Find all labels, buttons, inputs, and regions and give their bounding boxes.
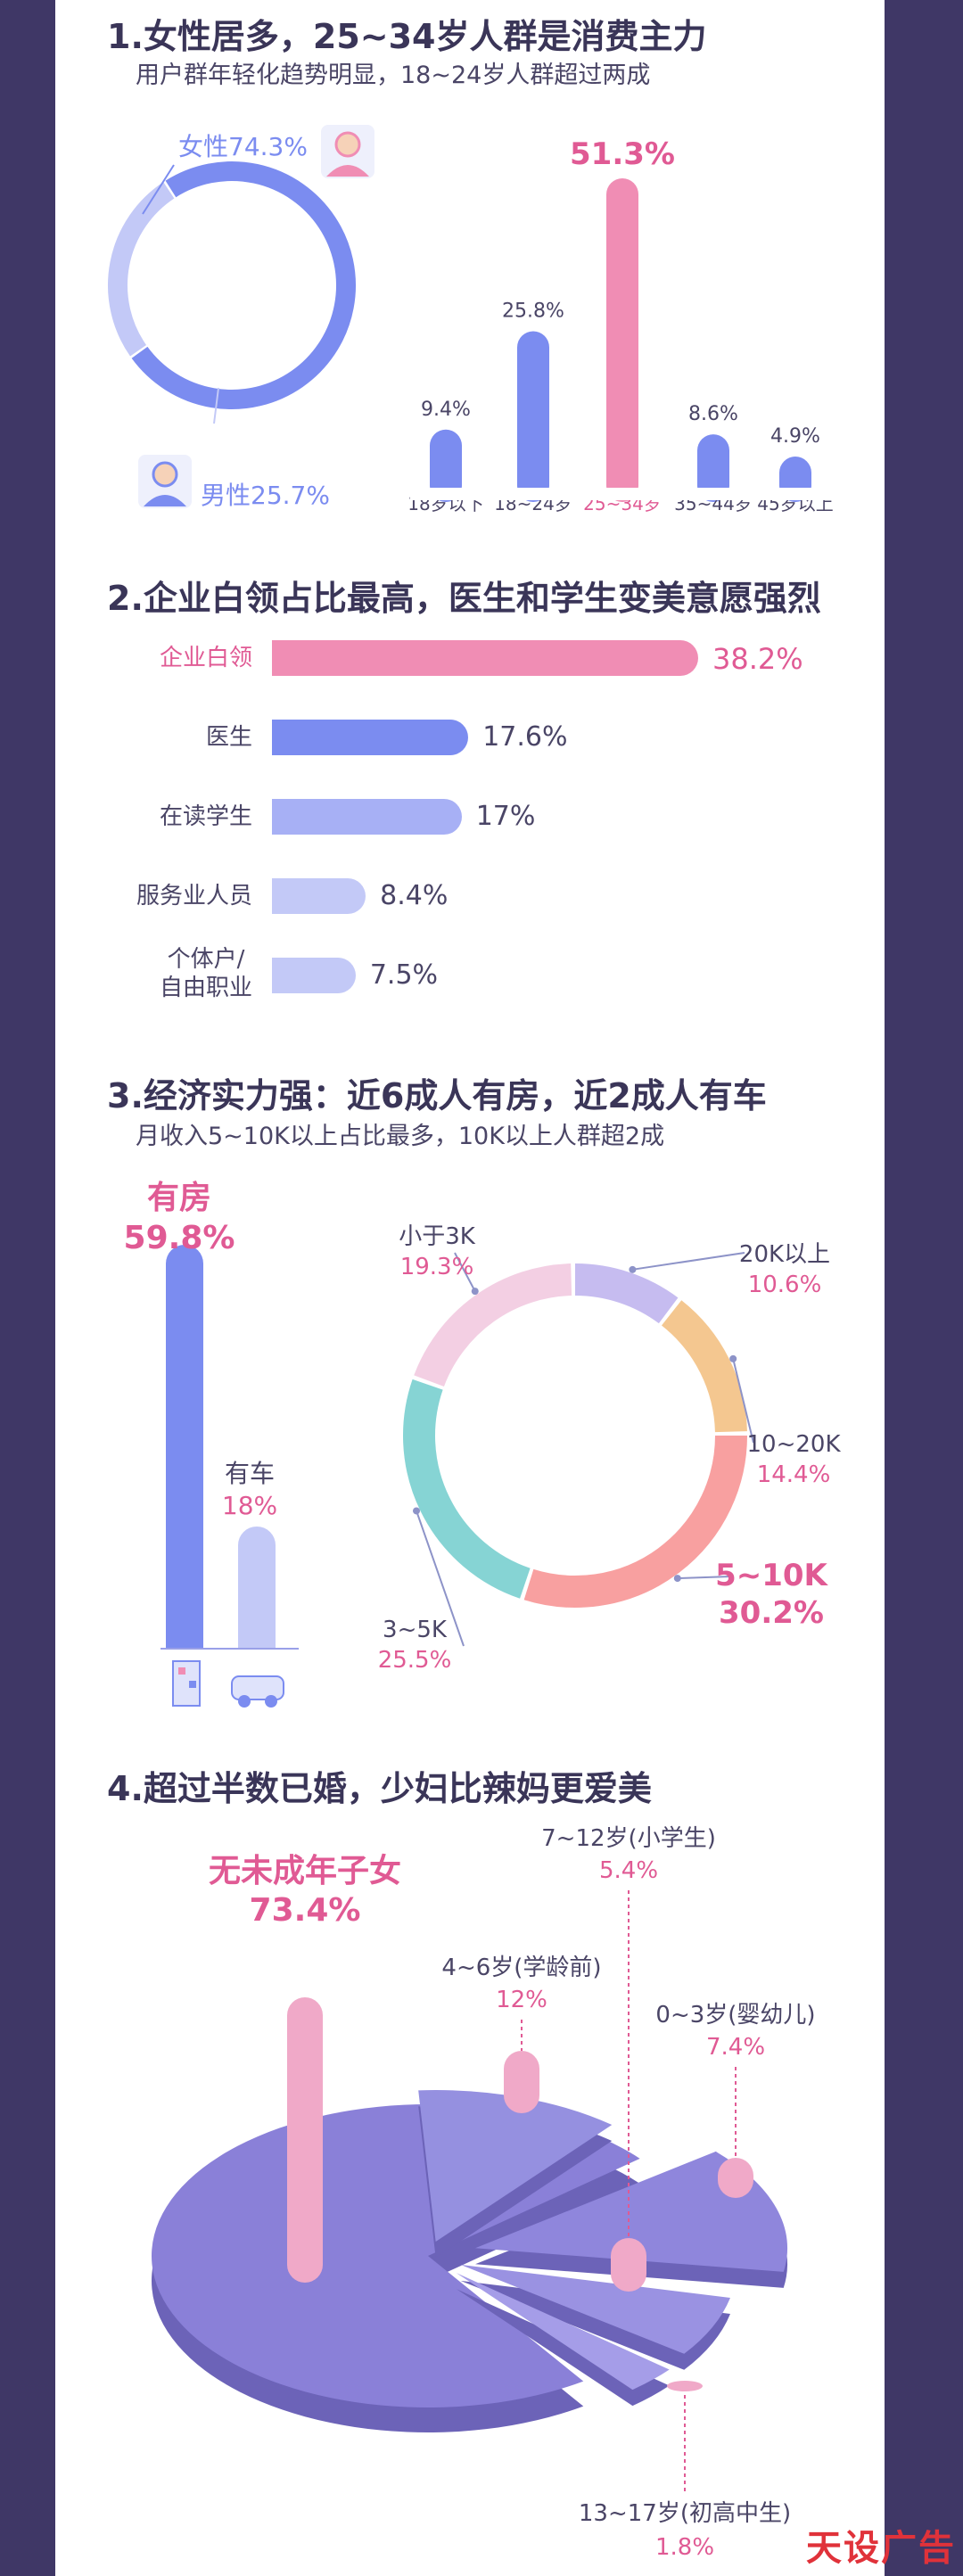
- assets-category-0: 有房: [147, 1180, 211, 1216]
- section-1-title: 1.女性居多，25~34岁人群是消费主力: [107, 17, 707, 56]
- assets-value-0: 59.8%: [124, 1220, 235, 1256]
- children-label-4: 13~17岁(初高中生): [579, 2500, 791, 2527]
- children-value-2: 12%: [496, 1987, 547, 2013]
- children-marker-1: [611, 2238, 646, 2292]
- income-label-0: 20K以上: [739, 1241, 830, 1268]
- occupation-bar-1: [272, 720, 469, 755]
- assets-category-1: 有车: [225, 1459, 275, 1488]
- children-label-0: 无未成年子女: [209, 1853, 401, 1889]
- occupation-category-4: 个体户/ 自由职业: [159, 946, 252, 1001]
- income-value-0: 10.6%: [748, 1272, 822, 1298]
- age-value-2: 51.3%: [570, 136, 675, 172]
- children-marker-4: [667, 2381, 703, 2391]
- age-value-4: 4.9%: [770, 425, 820, 448]
- children-slice-1: [460, 2264, 730, 2354]
- children-value-0: 73.4%: [250, 1892, 361, 1929]
- section-3-title: 3.经济实力强：近6成人有房，近2成人有车: [107, 1076, 767, 1115]
- section-3-subtitle: 月收入5~10K以上占比最多，10K以上人群超2成: [136, 1123, 665, 1150]
- assets-bar-chart: 有房 59.8% 有车 18%: [124, 1180, 299, 1708]
- section-2-title: 2.企业白领占比最高，医生和学生变美意愿强烈: [107, 579, 821, 618]
- income-slice-1: [661, 1300, 747, 1433]
- gender-label-female: 女性74.3%: [178, 132, 308, 161]
- children-slice-3: [475, 2151, 788, 2272]
- income-slice-0: [574, 1263, 679, 1324]
- occupation-bar-2: [272, 799, 462, 835]
- assets-value-1: 18%: [222, 1491, 277, 1520]
- occupation-value-4: 7.5%: [369, 959, 439, 991]
- children-value-1: 5.4%: [599, 1857, 658, 1884]
- occupation-category-0: 企业白领: [159, 645, 252, 671]
- occupation-category-2: 在读学生: [159, 803, 252, 830]
- income-slice-4: [414, 1263, 572, 1387]
- car-icon: [231, 1675, 284, 1708]
- male-user-icon: [138, 455, 192, 508]
- income-label-4: 小于3K: [399, 1223, 476, 1250]
- section-4-title: 4.超过半数已婚，少妇比辣妈更爱美: [107, 1769, 652, 1808]
- children-marker-2: [504, 2051, 539, 2113]
- occupation-bar-chart: 企业白领 38.2% 医生 17.6% 在读学生 17% 服务业人员 8.4% 个体户/ 自由职…: [107, 633, 874, 1025]
- gender-slice-0: [131, 161, 356, 409]
- income-label-2: 5~10K: [715, 1558, 828, 1593]
- age-bar-chart: 9.4%18岁以下25.8%18~24岁51.3%25~34岁8.6%35~44…: [407, 136, 856, 514]
- occupation-value-2: 17%: [475, 801, 536, 832]
- children-label-3: 0~3岁(婴幼儿): [655, 2002, 815, 2029]
- income-value-4: 19.3%: [400, 1254, 474, 1280]
- income-value-3: 25.5%: [378, 1647, 452, 1674]
- section-1-subtitle: 用户群年轻化趋势明显，18~24岁人群超过两成: [136, 62, 651, 89]
- age-value-3: 8.6%: [688, 403, 738, 425]
- occupation-bar-0: [272, 640, 698, 676]
- occupation-bar-4: [272, 958, 356, 993]
- brand-watermark: 天设广告: [806, 2528, 956, 2569]
- occupation-category-3: 服务业人员: [136, 883, 252, 909]
- income-value-2: 30.2%: [719, 1595, 824, 1631]
- income-label-3: 3~5K: [383, 1617, 448, 1643]
- children-slice-2: [418, 2090, 613, 2243]
- gender-donut-chart: 女性74.3% 男性25.7%: [108, 125, 374, 510]
- occupation-category-1: 医生: [205, 724, 252, 751]
- children-value-4: 1.8%: [655, 2534, 714, 2561]
- gender-label-male: 男性25.7%: [201, 481, 330, 510]
- children-marker-0: [287, 1997, 323, 2283]
- children-label-2: 4~6岁(学龄前): [441, 1955, 601, 1981]
- occupation-value-3: 8.4%: [380, 880, 449, 911]
- age-value-0: 9.4%: [421, 399, 471, 421]
- age-bar-2: [606, 178, 638, 502]
- children-value-3: 7.4%: [706, 2034, 765, 2061]
- age-bar-0: [430, 429, 462, 502]
- occupation-value-0: 38.2%: [712, 642, 803, 676]
- income-value-1: 14.4%: [757, 1461, 831, 1488]
- children-label-1: 7~12岁(小学生): [541, 1825, 716, 1852]
- age-bar-3: [697, 434, 729, 502]
- income-slice-2: [523, 1435, 747, 1608]
- occupation-value-1: 17.6%: [482, 721, 568, 753]
- female-user-icon: [321, 125, 374, 178]
- income-slice-3: [403, 1379, 531, 1599]
- children-slice-4: [456, 2273, 670, 2391]
- children-marker-3: [718, 2158, 753, 2198]
- age-bar-1: [517, 331, 549, 502]
- age-value-1: 25.8%: [502, 300, 564, 322]
- occupation-bar-3: [272, 878, 366, 914]
- house-icon: [172, 1660, 201, 1707]
- assets-bar-0: [166, 1245, 203, 1648]
- gender-slice-1: [108, 182, 175, 357]
- income-label-1: 10~20K: [746, 1431, 841, 1458]
